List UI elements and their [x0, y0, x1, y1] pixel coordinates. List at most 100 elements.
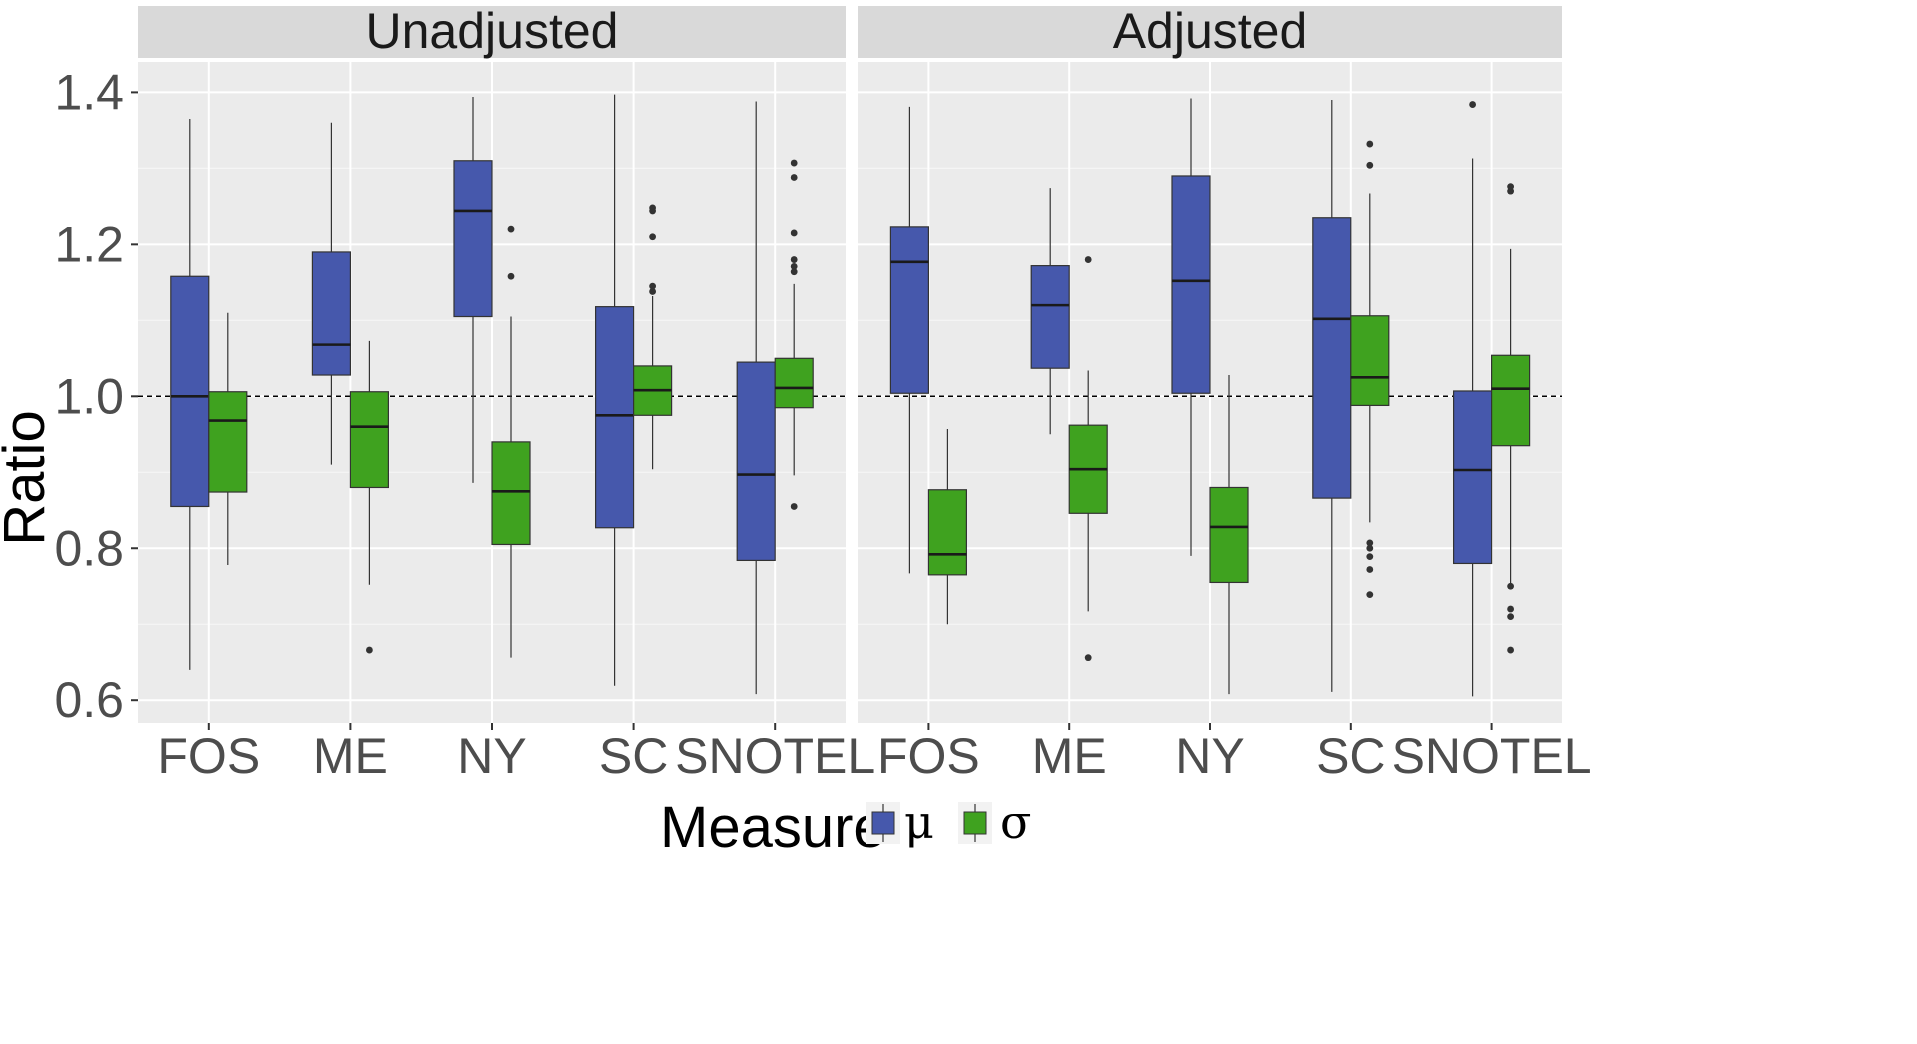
box-me-sigma: [1068, 256, 1108, 662]
box-body: [889, 226, 930, 394]
box-body: [1209, 486, 1249, 584]
y-tick-label: 1.0: [54, 368, 124, 424]
outlier-point: [366, 646, 373, 654]
box-body: [1312, 217, 1352, 499]
box-me-mu: [311, 122, 351, 465]
outlier-point: [1366, 539, 1374, 547]
y-tick-label: 1.4: [54, 64, 124, 120]
outlier-point: [790, 503, 798, 510]
outlier-point: [1507, 183, 1514, 191]
legend-label: σ: [1000, 795, 1031, 849]
outlier-point: [1507, 646, 1514, 654]
box-body: [491, 441, 531, 546]
box-body: [311, 251, 351, 376]
outlier-point: [1084, 654, 1092, 662]
box-body: [1452, 390, 1493, 565]
box-fos-mu: [170, 118, 210, 670]
outlier-point: [790, 159, 798, 167]
x-tick-label: NY: [457, 728, 526, 784]
box-sc-sigma: [632, 204, 673, 470]
x-tick-label: SNOTEL: [675, 728, 875, 784]
y-axis: 0.6 0.8 1.0 1.2 1.4: [54, 64, 138, 728]
box-body: [1350, 315, 1390, 407]
outlier-point: [790, 229, 798, 237]
x-tick-label: SC: [599, 728, 668, 784]
outlier-point: [790, 174, 798, 181]
panel-unadjusted: Unadjusted FOS ME NY SC SNOTEL: [138, 3, 875, 784]
outlier-point: [790, 268, 798, 276]
outlier-point: [1366, 161, 1374, 169]
x-tick-label: NY: [1175, 728, 1244, 784]
box-body: [736, 361, 776, 562]
x-tick-label: SNOTEL: [1392, 728, 1592, 784]
box-body: [453, 160, 493, 318]
legend-key-mu: [866, 802, 900, 844]
outlier-point: [790, 256, 798, 263]
facet-strip: [138, 6, 846, 58]
outlier-point: [649, 282, 656, 290]
x-tick-label: FOS: [877, 728, 980, 784]
box-ny-mu: [453, 96, 493, 483]
outlier-point: [649, 233, 656, 241]
box-sc-mu: [594, 94, 635, 686]
box-fos-mu: [889, 106, 930, 574]
box-me-mu: [1030, 188, 1070, 435]
y-tick-label: 0.6: [54, 672, 124, 728]
box-fos-sigma: [927, 428, 968, 625]
box-snotel-sigma: [1490, 183, 1531, 654]
legend-key-swatch: [963, 811, 987, 835]
legend-key-swatch: [871, 811, 895, 835]
box-ny-sigma: [1209, 375, 1249, 695]
box-ny-mu: [1171, 98, 1211, 556]
box-me-sigma: [349, 340, 389, 654]
outlier-point: [649, 204, 656, 212]
x-tick-label: FOS: [157, 728, 260, 784]
box-fos-sigma: [208, 312, 248, 565]
outlier-point: [1469, 101, 1476, 108]
box-sc-sigma: [1350, 140, 1390, 598]
y-tick-label: 1.2: [54, 216, 124, 272]
box-body: [349, 391, 389, 489]
legend: Measure μ σ: [660, 795, 1031, 860]
outlier-point: [1366, 140, 1374, 148]
box-body: [1490, 354, 1531, 447]
box-snotel-mu: [1452, 101, 1493, 697]
outlier-point: [1507, 613, 1514, 621]
outlier-point: [790, 262, 798, 270]
legend-key-sigma: [958, 802, 992, 844]
outlier-point: [507, 225, 515, 233]
outlier-point: [1366, 566, 1374, 573]
outlier-point: [1084, 256, 1092, 263]
box-body: [774, 357, 814, 409]
box-body: [594, 306, 635, 529]
facet-strip: [858, 6, 1562, 58]
box-body: [927, 489, 968, 576]
box-body: [170, 275, 210, 508]
outlier-point: [507, 272, 515, 280]
outlier-point: [1366, 553, 1374, 561]
box-body: [208, 391, 248, 493]
outlier-point: [1507, 582, 1514, 590]
x-tick-label: ME: [1032, 728, 1107, 784]
panel-adjusted: Adjusted FOS ME NY SC SNOTEL: [858, 3, 1592, 784]
y-tick-label: 0.8: [54, 520, 124, 576]
outlier-point: [649, 288, 656, 295]
box-snotel-sigma: [774, 159, 814, 510]
outlier-point: [1507, 605, 1514, 613]
box-snotel-mu: [736, 101, 776, 695]
x-tick-label: ME: [313, 728, 388, 784]
legend-label: μ: [904, 795, 934, 849]
outlier-point: [1366, 591, 1374, 598]
facet-strip-label: Unadjusted: [366, 3, 619, 59]
box-body: [1171, 175, 1211, 394]
legend-title: Measure: [660, 795, 886, 860]
box-ny-sigma: [491, 225, 531, 658]
facet-strip-label: Adjusted: [1113, 3, 1308, 59]
outlier-point: [1366, 544, 1374, 552]
box-sc-mu: [1312, 99, 1352, 692]
y-axis-title: Ratio: [0, 410, 57, 545]
x-tick-label: SC: [1316, 728, 1385, 784]
box-body: [1030, 265, 1070, 369]
